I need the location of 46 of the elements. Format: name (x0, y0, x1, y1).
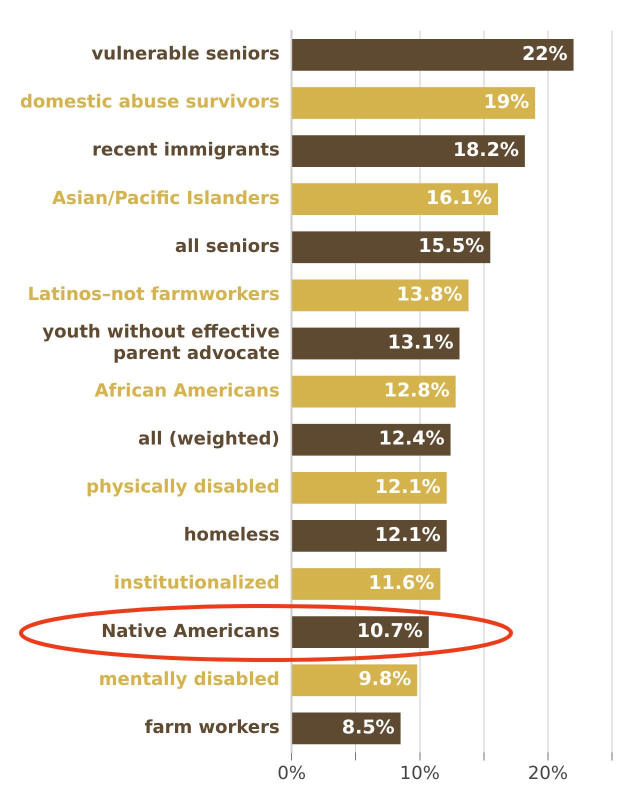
data-label: 15.5% (418, 235, 484, 258)
x-tick-label: 0% (277, 762, 306, 784)
y-tick-label: institutionalized (114, 572, 280, 594)
y-tick-label: African Americans (94, 380, 280, 402)
data-label: 22% (522, 42, 568, 65)
bar (292, 424, 451, 456)
bar (292, 520, 447, 552)
bar (292, 376, 456, 408)
bar (292, 38, 574, 71)
data-label: 13.1% (388, 331, 454, 354)
data-label: 10.7% (356, 620, 423, 642)
bar (292, 135, 525, 167)
bar (292, 280, 468, 312)
bar (292, 616, 429, 648)
y-tick-label: all (weighted) (138, 428, 280, 450)
data-label: 12.8% (384, 380, 450, 402)
y-tick-label: farm workers (144, 717, 280, 738)
bar (292, 328, 460, 360)
data-label: 11.6% (368, 572, 434, 594)
data-label: 12.4% (378, 428, 445, 450)
bar (292, 87, 536, 119)
data-label: 8.5% (342, 716, 395, 738)
data-label: 12.1% (374, 524, 441, 546)
data-label: 16.1% (426, 187, 492, 210)
y-tick-label: domestic abuse survivors (20, 92, 280, 113)
data-label: 19% (484, 90, 530, 113)
data-label: 13.8% (396, 283, 462, 306)
data-label: 12.1% (374, 476, 441, 498)
bar (292, 472, 447, 504)
bar (292, 568, 440, 600)
y-tick-label: vulnerable seniors (92, 44, 280, 65)
x-tick-label: 10% (400, 762, 440, 784)
y-tick-label: physically disabled (86, 476, 280, 498)
y-tick-label: youth without effective parent advocate (42, 321, 280, 364)
data-label: 18.2% (452, 139, 519, 162)
x-tick-label: 20% (528, 762, 568, 784)
y-tick-label: all seniors (175, 236, 280, 257)
y-tick-label: Asian/Pacific Islanders (52, 188, 280, 209)
y-tick-label: recent immigrants (92, 140, 280, 161)
y-tick-label: Native Americans (101, 620, 280, 642)
y-tick-label: Latinos–not farmworkers (28, 284, 280, 306)
bar (292, 231, 490, 264)
bar (292, 183, 498, 216)
data-label: 9.8% (358, 668, 412, 690)
y-tick-label: homeless (184, 524, 280, 546)
y-tick-label: mentally disabled (98, 668, 280, 690)
